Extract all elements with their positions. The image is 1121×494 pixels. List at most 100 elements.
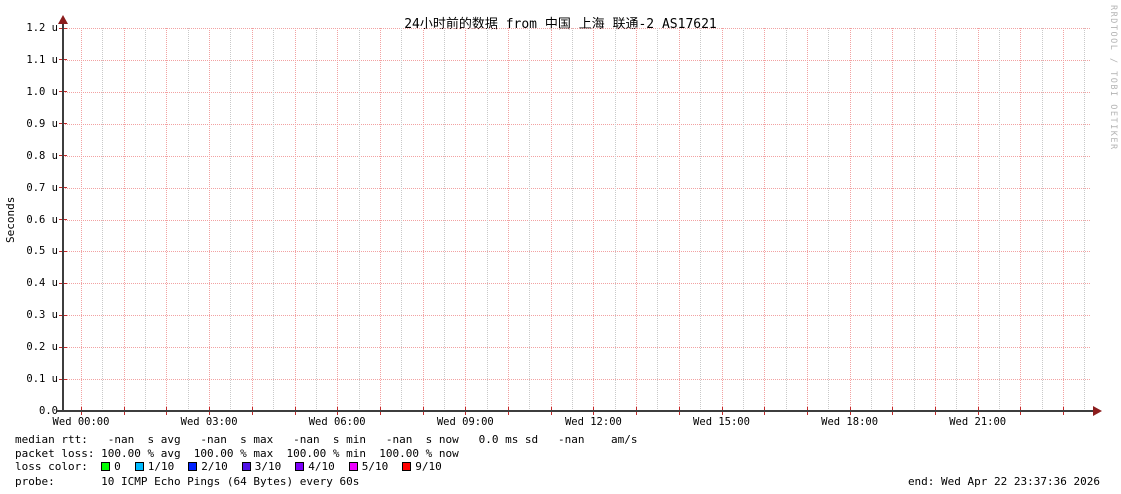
v-gridline-halfhour [315, 28, 317, 411]
y-tick-label: 1.1 u [26, 53, 58, 66]
v-gridline-hour [379, 28, 381, 411]
h-gridline [63, 283, 1090, 285]
h-gridline [63, 315, 1090, 317]
v-gridline-halfhour [785, 28, 787, 411]
loss-color-entry: 1/10 [134, 460, 174, 473]
v-gridline-halfhour [358, 28, 360, 411]
v-gridline-hour [892, 28, 894, 411]
v-gridline-halfhour [273, 28, 275, 411]
v-gridline-halfhour [999, 28, 1001, 411]
y-tick-label: 0.5 u [26, 245, 58, 258]
v-gridline-hour [935, 28, 936, 411]
loss-color-entry: 4/10 [295, 460, 335, 473]
loss-color-entry-label: 9/10 [415, 460, 442, 473]
y-tick-label: 0.0 [39, 405, 58, 417]
x-tick-label: Wed 09:00 [436, 416, 494, 428]
rrdtool-watermark: RRDTOOL / TOBI OETIKER [1108, 5, 1118, 151]
y-axis-line [62, 22, 64, 412]
v-gridline-halfhour [529, 28, 531, 411]
v-gridline-hour [251, 28, 253, 411]
v-gridline-hour [636, 28, 638, 411]
v-gridline-hour [550, 28, 552, 411]
v-gridline-hour [977, 28, 979, 411]
loss-color-entry: 3/10 [241, 460, 282, 473]
loss-color-swatch-icon [348, 462, 358, 471]
y-tick-label: 0.1 u [26, 373, 58, 386]
v-gridline-halfhour [443, 28, 445, 411]
h-gridline [63, 219, 1090, 221]
loss-color-entry-label: 4/10 [308, 460, 335, 473]
plot-area [63, 28, 1090, 411]
loss-color-swatch-icon [188, 462, 198, 471]
h-gridline [63, 155, 1090, 157]
v-gridline-hour [209, 28, 211, 411]
loss-color-entry-label: 3/10 [254, 460, 282, 473]
x-tick-label: Wed 12:00 [564, 416, 622, 428]
y-axis-arrow-icon [58, 15, 68, 24]
v-gridline-hour [123, 28, 125, 411]
v-gridline-hour [465, 28, 467, 411]
h-gridline [63, 91, 1090, 93]
v-gridline-hour [422, 28, 424, 411]
y-tick-label: 1.2 u [26, 22, 58, 34]
v-gridline-halfhour [145, 28, 147, 411]
loss-color-entry: 9/10 [402, 460, 442, 473]
loss-color-legend: loss color: 0 1/10 2/10 3/10 4/10 5/10 9/10 [15, 460, 456, 473]
v-gridline-halfhour [572, 28, 574, 411]
h-gridline [63, 187, 1090, 189]
y-tick-label: 0.3 u [26, 309, 58, 322]
x-tick-label: Wed 21:00 [949, 416, 1007, 428]
v-gridline-halfhour [956, 28, 958, 411]
v-gridline-halfhour [1084, 28, 1086, 411]
loss-color-entry-label: 5/10 [361, 460, 389, 473]
y-tick-label: 1.0 u [26, 85, 58, 98]
h-gridline [63, 59, 1090, 61]
y-tick-label: 0.8 u [26, 149, 58, 162]
probe-info: probe: 10 ICMP Echo Pings (64 Bytes) eve… [15, 475, 360, 488]
loss-color-entry-label: 2/10 [201, 460, 228, 473]
loss-color-entry: 5/10 [348, 460, 389, 473]
x-axis-arrow-icon [1093, 406, 1102, 416]
loss-color-swatch-icon [101, 462, 111, 471]
x-tick-label: Wed 03:00 [180, 416, 238, 428]
v-gridline-halfhour [401, 28, 403, 411]
v-gridline-halfhour [486, 28, 488, 411]
h-gridline [63, 251, 1090, 253]
v-gridline-halfhour [187, 28, 189, 411]
v-gridline-hour [166, 28, 168, 411]
packet-loss-stats: packet loss: 100.00 % avg 100.00 % max 1… [15, 447, 459, 460]
x-tick-label: Wed 18:00 [821, 416, 879, 428]
v-gridline-hour [337, 28, 339, 411]
x-tick-label: Wed 15:00 [693, 416, 750, 428]
y-tick-label: 0.6 u [26, 213, 58, 226]
loss-color-entry-label: 0 [114, 460, 121, 473]
h-gridline [63, 123, 1090, 125]
y-tick-label: 0.4 u [26, 277, 58, 290]
v-gridline-halfhour [230, 28, 232, 411]
h-gridline [63, 379, 1090, 381]
v-gridline-halfhour [1041, 28, 1043, 411]
h-gridline [63, 347, 1090, 349]
v-gridline-halfhour [742, 28, 744, 411]
v-gridline-halfhour [614, 28, 616, 411]
x-tick-label: Wed 00:00 [52, 416, 110, 428]
x-axis-line [57, 410, 1095, 412]
y-tick-label: 0.7 u [26, 181, 58, 194]
median-rtt-stats: median rtt: -nan s avg -nan s max -nan s… [15, 433, 638, 446]
v-gridline-halfhour [657, 28, 659, 411]
loss-color-entry: 2/10 [188, 460, 228, 473]
v-gridline-hour [849, 28, 851, 411]
v-gridline-halfhour [870, 28, 872, 411]
h-gridline [63, 28, 1090, 29]
v-gridline-hour [508, 28, 509, 411]
loss-color-entry: 0 [101, 460, 121, 473]
v-gridline-halfhour [700, 28, 702, 411]
x-tick-label: Wed 06:00 [308, 416, 366, 428]
y-tick-label: 0.9 u [26, 117, 58, 130]
loss-color-legend-label: loss color: [15, 460, 102, 473]
v-gridline-halfhour [102, 28, 104, 411]
v-gridline-hour [678, 28, 680, 411]
y-tick-label: 0.2 u [26, 341, 58, 354]
loss-color-swatch-icon [134, 462, 144, 471]
